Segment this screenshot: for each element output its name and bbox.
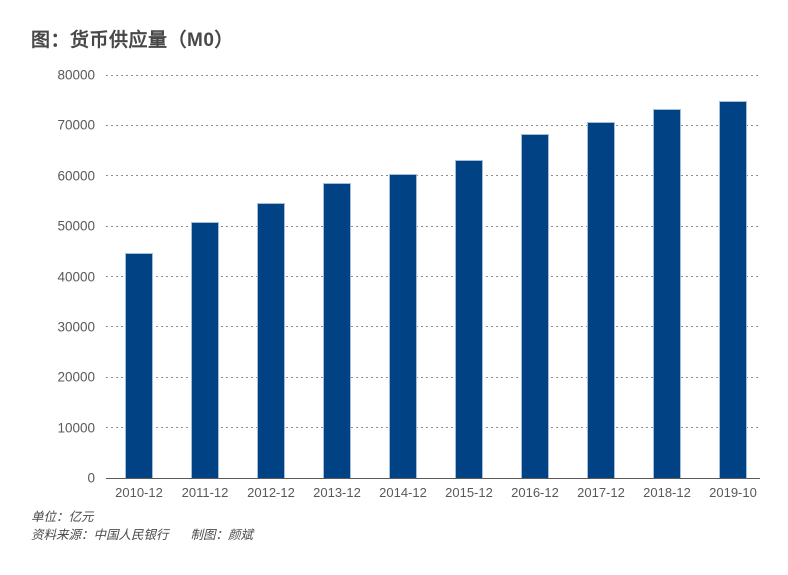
- y-tick-label: 10000: [57, 419, 95, 435]
- source-line: 资料来源：中国人民银行 制图：颜斌: [31, 526, 253, 544]
- bar-2012-12: [257, 202, 285, 478]
- x-tick-label: 2011-12: [181, 485, 229, 500]
- x-axis-line: [106, 477, 760, 479]
- bar-slot: [634, 75, 700, 478]
- source-note: 资料来源：中国人民银行: [31, 528, 169, 542]
- bar-2014-12: [389, 174, 417, 478]
- bar-2016-12: [521, 133, 549, 478]
- bar-2018-12: [653, 109, 681, 478]
- plot-area: [106, 74, 766, 479]
- bar-2013-12: [323, 182, 351, 478]
- y-tick-label: 80000: [57, 67, 95, 83]
- bars-container: [106, 75, 766, 478]
- gridline: [106, 124, 760, 126]
- x-tick-label: 2013-12: [313, 485, 361, 500]
- bar-slot: [106, 75, 172, 478]
- bar-slot: [172, 75, 238, 478]
- x-tick-label: 2016-12: [511, 485, 559, 500]
- bar-2017-12: [587, 122, 615, 478]
- y-tick-label: 50000: [57, 218, 95, 234]
- x-tick-label: 2010-12: [115, 485, 163, 500]
- chart-footer: 单位：亿元 资料来源：中国人民银行 制图：颜斌: [31, 508, 253, 544]
- gridline: [106, 225, 760, 227]
- bar-2019-10: [719, 101, 747, 478]
- x-tick-label: 2015-12: [445, 485, 493, 500]
- gridline: [106, 376, 760, 378]
- x-tick-label: 2017-12: [577, 485, 625, 500]
- bar-slot: [304, 75, 370, 478]
- bar-2011-12: [191, 222, 219, 478]
- bar-slot: [370, 75, 436, 478]
- chart-title: 图：货币供应量（M0）: [31, 30, 234, 51]
- y-tick-label: 70000: [57, 117, 95, 133]
- y-tick-label: 30000: [57, 319, 95, 335]
- y-axis-labels: 80000 70000 60000 50000 40000 30000 20000 10000…: [30, 68, 95, 484]
- gridline: [106, 276, 760, 277]
- bar-2015-12: [455, 159, 483, 478]
- y-tick-label: 60000: [57, 168, 95, 183]
- gridline: [106, 175, 760, 177]
- x-tick-label: 2018-12: [643, 485, 691, 500]
- bar-slot: [502, 75, 568, 478]
- y-tick-label: 0: [87, 470, 95, 486]
- x-tick-label: 2014-12: [379, 485, 427, 500]
- gridline: [106, 326, 760, 328]
- y-tick-label: 20000: [57, 369, 95, 385]
- x-tick-label: 2012-12: [247, 485, 295, 500]
- credit-note: 制图：颜斌: [190, 528, 254, 542]
- bar-2010-12: [125, 253, 153, 478]
- gridline: [106, 74, 760, 76]
- bar-slot: [238, 75, 304, 478]
- unit-note: 单位：亿元: [31, 510, 94, 524]
- x-tick-label: 2019-10: [709, 485, 757, 500]
- gridline: [106, 427, 760, 429]
- y-tick-label: 40000: [57, 268, 95, 284]
- x-axis-labels: 2010-12 2011-12 2012-12 2013-12 2014-12 2015-…: [106, 485, 766, 500]
- bar-slot: [436, 75, 502, 478]
- bar-slot: [568, 75, 634, 478]
- bar-slot: [700, 75, 766, 478]
